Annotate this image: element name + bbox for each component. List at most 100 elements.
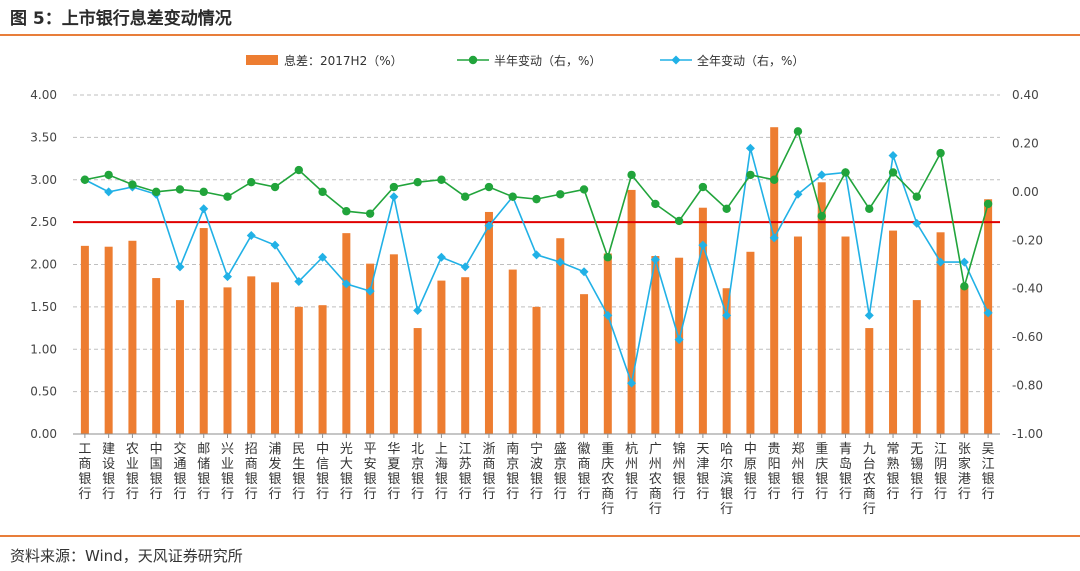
legend-marker-full — [671, 55, 681, 65]
full-year-point — [413, 306, 423, 316]
category-label: 重庆银行 — [815, 441, 828, 502]
full-year-point — [223, 272, 232, 282]
bar — [698, 207, 707, 434]
category-label: 中国银行 — [150, 442, 163, 502]
bar — [413, 328, 422, 434]
category-label: 天津银行 — [696, 442, 709, 502]
half-year-point — [556, 190, 565, 199]
category-label: 贵阳银行 — [768, 442, 781, 502]
full-year-point — [817, 170, 827, 180]
category-label: 浦发银行 — [269, 442, 282, 502]
bar — [580, 294, 589, 434]
full-year-point — [936, 257, 946, 267]
left-tick-label: 0.50 — [30, 385, 57, 399]
category-label: 宁波银行 — [530, 441, 543, 502]
right-tick-label: -1.00 — [1012, 427, 1043, 441]
bar — [532, 306, 541, 434]
category-label: 江苏银行 — [459, 442, 472, 502]
left-tick-label: 2.50 — [30, 215, 57, 229]
legend: 息差：2017H2（%） 半年变动（右，%） 全年变动（右，%） — [246, 53, 804, 68]
axes: 0.00 0.50 1.00 1.50 2.00 2.50 3.00 3.50 4.00 -1.0… — [30, 88, 1043, 517]
line-series — [80, 127, 993, 388]
bar — [223, 287, 232, 434]
source-note: 资料来源：Wind，天风证券研究所 — [10, 547, 243, 565]
category-label: 浙商银行 — [482, 442, 495, 502]
bar — [865, 328, 874, 434]
left-tick-label: 1.50 — [30, 300, 57, 314]
category-label: 招商银行 — [245, 442, 258, 502]
figure-title: 图 5：上市银行息差变动情况 — [10, 9, 232, 29]
category-label: 徽商银行 — [578, 442, 591, 502]
bar — [508, 269, 517, 434]
half-year-point — [270, 182, 280, 192]
half-year-point — [746, 170, 755, 180]
bar — [841, 236, 850, 434]
source-divider — [0, 535, 1080, 537]
category-label: 哈尔滨银行 — [720, 442, 733, 517]
half-year-point — [175, 185, 185, 194]
half-year-point — [247, 177, 256, 187]
bar — [437, 280, 446, 434]
legend-label-full: 全年变动（右，%） — [697, 53, 804, 68]
half-year-point — [627, 170, 636, 180]
full-year-point — [698, 240, 708, 250]
category-label: 南京银行 — [506, 441, 519, 502]
full-year-point — [888, 151, 898, 161]
full-year-point — [555, 257, 565, 267]
half-year-point — [651, 199, 660, 209]
bar — [817, 182, 826, 434]
category-label: 平安银行 — [364, 442, 377, 502]
half-year-point — [437, 175, 446, 184]
series-line — [84, 129, 989, 287]
half-year-point — [960, 282, 969, 291]
half-year-point — [199, 187, 208, 197]
half-year-point — [318, 187, 327, 197]
right-tick-label: -0.40 — [1012, 282, 1043, 296]
category-label: 中信银行 — [316, 442, 329, 502]
full-year-point — [769, 233, 779, 243]
category-label: 常熟银行 — [887, 442, 900, 502]
left-tick-label: 1.00 — [30, 342, 57, 356]
half-year-point — [342, 207, 351, 216]
bar — [294, 306, 303, 434]
full-year-point — [793, 189, 803, 199]
bar — [271, 282, 280, 434]
full-year-point — [959, 257, 969, 267]
full-year-point — [294, 276, 304, 286]
half-year-point — [128, 180, 137, 189]
full-year-point — [270, 240, 280, 250]
left-tick-label: 0.00 — [30, 427, 57, 441]
full-year-point — [532, 250, 541, 260]
category-label: 兴业银行 — [221, 442, 234, 502]
half-year-point — [294, 165, 304, 175]
bar — [175, 300, 184, 434]
category-label: 邮储银行 — [197, 442, 210, 502]
right-tick-label: 0.20 — [1012, 136, 1039, 150]
bar — [722, 288, 731, 434]
half-year-point — [793, 127, 803, 136]
half-year-point — [104, 170, 113, 180]
category-label: 郑州银行 — [791, 442, 804, 502]
category-label: 华夏银行 — [387, 442, 400, 502]
full-year-point — [365, 286, 375, 296]
bar — [247, 276, 256, 434]
full-year-point — [627, 378, 637, 388]
left-tick-label: 4.00 — [30, 88, 57, 102]
half-year-point — [769, 175, 779, 184]
half-year-point — [912, 192, 922, 201]
left-tick-label: 2.00 — [30, 258, 57, 272]
half-year-point — [532, 194, 541, 204]
full-year-point — [579, 267, 589, 277]
half-year-point — [936, 148, 945, 158]
bar — [770, 127, 779, 434]
category-label: 工商银行 — [78, 442, 91, 502]
category-label: 广州农商行 — [649, 442, 662, 517]
category-label: 吴江银行 — [982, 442, 995, 502]
bar — [746, 251, 755, 434]
legend-label-half: 半年变动（右，%） — [494, 53, 601, 68]
full-year-point — [175, 262, 185, 272]
right-tick-label: -0.60 — [1012, 330, 1043, 344]
bank-margin-chart: 0.00 0.50 1.00 1.50 2.00 2.50 3.00 3.50 4.00 -1.0… — [30, 53, 1043, 517]
category-label: 青岛银行 — [839, 442, 852, 502]
bar — [556, 238, 565, 434]
